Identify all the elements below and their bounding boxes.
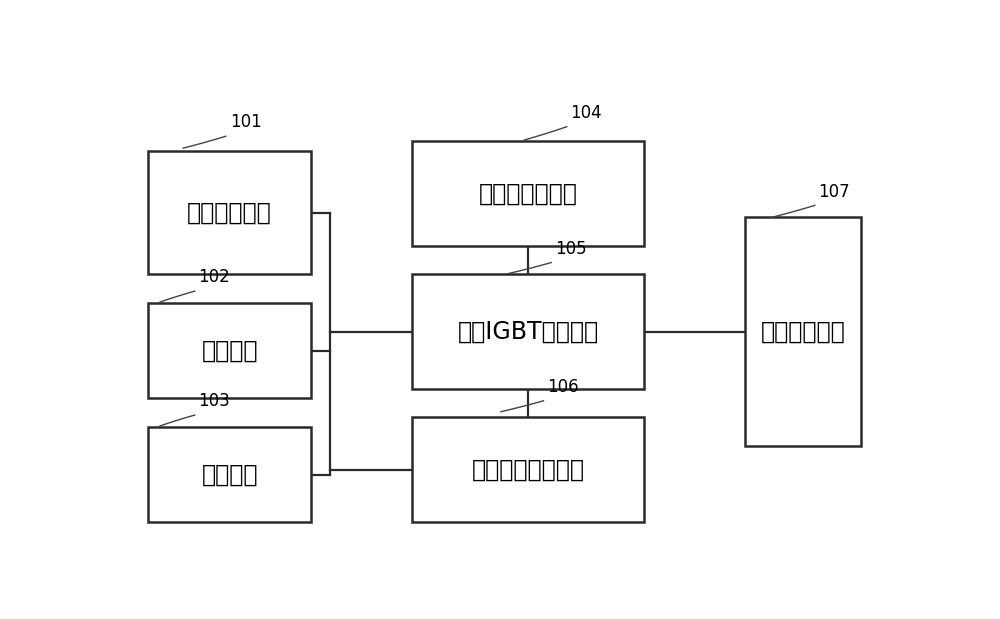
Text: 104: 104	[571, 104, 602, 122]
Bar	[412, 141, 644, 246]
Text: 105: 105	[555, 240, 587, 258]
Text: 待测IGBT模块单元: 待测IGBT模块单元	[457, 319, 599, 344]
Text: 106: 106	[547, 378, 579, 396]
Text: 驱动单元: 驱动单元	[201, 339, 258, 363]
Bar	[148, 150, 311, 274]
Text: 保护单元: 保护单元	[201, 462, 258, 487]
Bar	[148, 427, 311, 522]
Text: 107: 107	[819, 183, 850, 201]
Text: 小电流测试单元: 小电流测试单元	[479, 181, 577, 206]
Text: 103: 103	[199, 392, 230, 410]
Bar	[148, 303, 311, 399]
Text: 数据采集单元: 数据采集单元	[761, 319, 846, 344]
Text: 101: 101	[230, 113, 261, 131]
Text: 温笱实验单元: 温笱实验单元	[187, 201, 272, 225]
Bar	[412, 417, 644, 522]
Bar	[745, 217, 861, 446]
Text: 102: 102	[199, 269, 230, 287]
Text: 功率循环实验单元: 功率循环实验单元	[472, 458, 584, 482]
Bar	[412, 274, 644, 389]
